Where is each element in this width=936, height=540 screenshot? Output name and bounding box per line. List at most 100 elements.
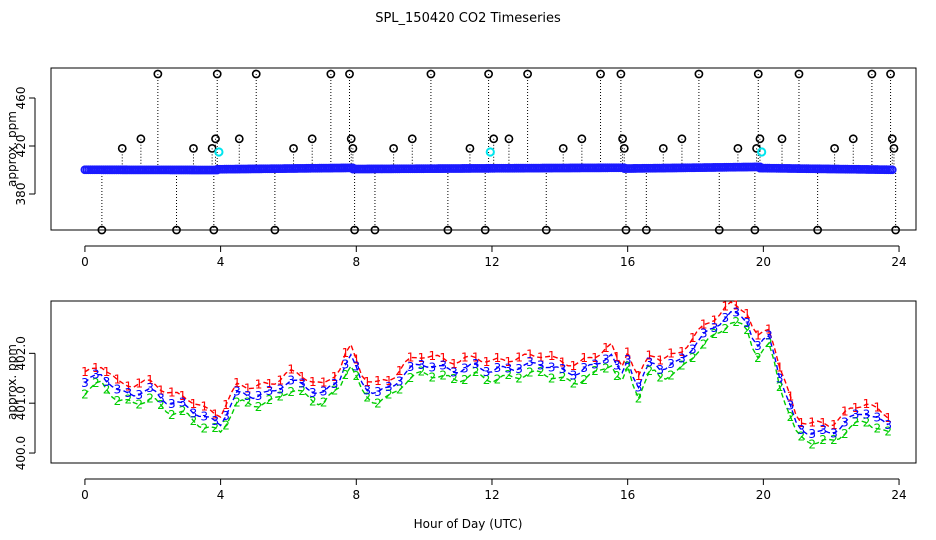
series-2-marker: 2	[418, 364, 426, 378]
series-3-marker: 3	[244, 389, 252, 403]
series-3-marker: 3	[591, 357, 599, 371]
series-3-marker: 3	[211, 414, 219, 428]
series-2-marker: 2	[580, 373, 588, 387]
series-2-marker: 2	[548, 372, 556, 386]
baseline-point	[887, 165, 897, 175]
series-2-marker: 2	[396, 383, 404, 397]
panel1-x-axis: 0 4 8 12 16 20 24	[81, 245, 907, 269]
series-1-marker: 1	[407, 350, 415, 364]
series-1-marker: 1	[483, 355, 491, 369]
outlier-point	[251, 69, 261, 79]
series-2-marker: 2	[722, 322, 730, 336]
series-2-marker: 2	[743, 323, 751, 337]
series-2-marker: 2	[298, 384, 306, 398]
series-3-marker: 3	[646, 355, 654, 369]
outlier-point	[618, 134, 627, 144]
series-1-marker: 1	[222, 398, 230, 412]
series-2-marker: 2	[103, 383, 111, 397]
series-3-marker: 3	[135, 388, 143, 402]
series-3-marker: 3	[103, 375, 111, 389]
series-3-marker: 3	[732, 306, 740, 320]
series-3-marker: 3	[190, 407, 198, 421]
series-2-marker: 2	[190, 414, 198, 428]
series-2-marker: 2	[656, 370, 664, 384]
outlier-point	[484, 69, 493, 79]
outlier-point	[207, 143, 217, 153]
series-3-marker: 3	[233, 385, 241, 399]
series-2-marker: 2	[233, 395, 241, 409]
series-3-marker: 3	[352, 360, 360, 374]
series-1-marker: 1	[114, 373, 122, 387]
series-1-marker: 1	[244, 382, 252, 396]
outlier-point	[596, 69, 605, 79]
panel1-plot-frame	[50, 67, 917, 231]
series-1-marker: 1	[450, 357, 458, 371]
outlier-point	[714, 225, 724, 235]
series-1-marker: 1	[418, 351, 426, 365]
series-2-marker: 2	[776, 380, 784, 394]
p2-x-tick-label: 16	[620, 488, 635, 502]
outlier-point	[541, 225, 551, 235]
series-3-marker: 3	[287, 373, 295, 387]
series-1-marker: 1	[754, 328, 762, 342]
series-1-marker: 1	[320, 376, 328, 390]
series-3-marker: 3	[146, 381, 154, 395]
series-1-marker: 1	[765, 322, 773, 336]
p1-x-tick-label: 0	[81, 255, 89, 269]
series-1-marker: 1	[743, 307, 751, 321]
series-2-marker: 2	[92, 376, 100, 390]
outlier-point	[733, 143, 743, 153]
series-2-marker: 2	[385, 388, 393, 402]
series-2-marker: 2	[537, 365, 545, 379]
outlier-point	[619, 143, 629, 153]
outlier-point	[886, 69, 895, 79]
series-3-marker: 3	[765, 329, 773, 343]
series-3-marker: 3	[201, 410, 209, 424]
series-2-marker: 2	[146, 392, 154, 406]
p2-x-tick-label: 20	[756, 488, 771, 502]
p2-y-tick-label: 401.0	[14, 386, 28, 420]
series-2-marker: 2	[483, 373, 491, 387]
outlier-point	[887, 134, 897, 144]
series-2-marker: 2	[320, 396, 328, 410]
series-1-marker: 1	[863, 397, 871, 411]
series-2-marker: 2	[798, 429, 806, 443]
outlier-point	[189, 143, 198, 153]
series-1-marker: 1	[157, 384, 165, 398]
series-3-marker: 3	[222, 409, 230, 423]
series-3-marker: 3	[494, 361, 502, 375]
series-2-marker: 2	[591, 364, 599, 378]
raw-timeseries-panel: 0 4 8 12 16 20 24 380 420 460 approx. ppm	[5, 67, 917, 269]
series-2-marker: 2	[125, 393, 133, 407]
series-1-marker: 1	[342, 346, 350, 360]
series-3-marker: 3	[754, 339, 762, 353]
panel1-baseline-points	[80, 162, 897, 175]
series-1-line	[84, 301, 889, 427]
outlier-point	[350, 225, 359, 235]
series-1-marker: 1	[211, 407, 219, 421]
series-1-marker: 1	[624, 345, 632, 359]
outlier-point	[489, 134, 499, 144]
outlier-point	[426, 69, 436, 79]
series-1-marker: 1	[374, 374, 382, 388]
series-3-marker: 3	[722, 311, 730, 325]
series-1-marker: 1	[309, 375, 317, 389]
series-1-marker: 1	[352, 352, 360, 366]
series-1-marker: 1	[255, 377, 263, 391]
series-1-marker: 1	[591, 351, 599, 365]
series-2-marker: 2	[135, 398, 143, 412]
series-2-marker: 2	[678, 358, 686, 372]
series-3-marker: 3	[276, 383, 284, 397]
series-3-marker: 3	[266, 384, 274, 398]
panel2-x-axis: 0 4 8 12 16 20 24	[81, 478, 907, 502]
series-1-marker: 1	[266, 377, 274, 391]
series-2-marker: 2	[114, 394, 122, 408]
series-2-marker: 2	[201, 421, 209, 435]
p1-x-tick-label: 12	[484, 255, 499, 269]
series-1-marker: 1	[559, 355, 567, 369]
outlier-point	[755, 134, 765, 144]
series-3-marker: 3	[884, 418, 892, 432]
outlier-point	[753, 69, 763, 79]
series-2-marker: 2	[852, 415, 860, 429]
series-1-marker: 1	[656, 354, 664, 368]
